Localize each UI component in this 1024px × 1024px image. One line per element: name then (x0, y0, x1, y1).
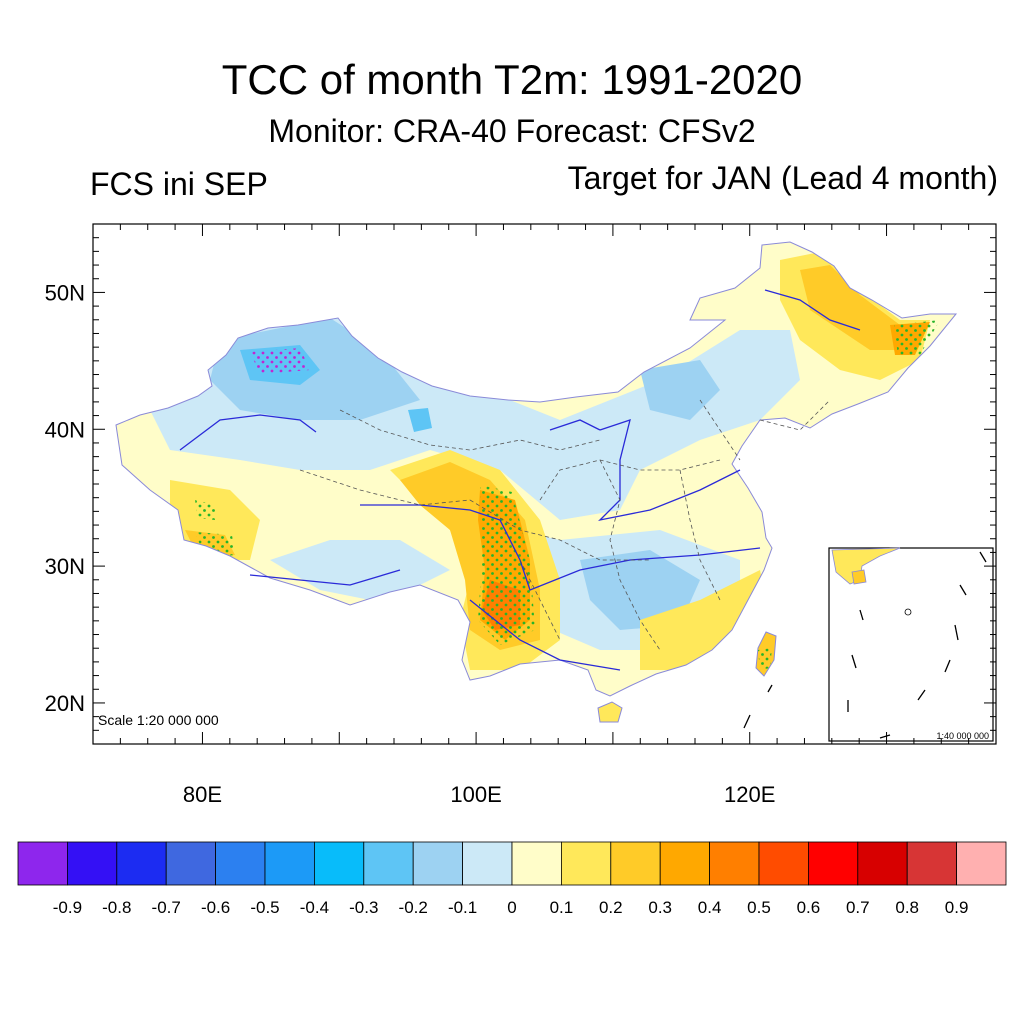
colorbar-label: 0.7 (846, 898, 870, 917)
colorbar-swatch (264, 841, 315, 886)
colorbar-label: -0.5 (250, 898, 279, 917)
target-label: Target for JAN (Lead 4 month) (567, 160, 998, 196)
subtitle: Monitor: CRA-40 Forecast: CFSv2 (268, 113, 756, 149)
colorbar-swatch (215, 841, 266, 886)
colorbar-label: -0.9 (53, 898, 82, 917)
colorbar-swatch (363, 841, 414, 886)
colorbar-swatch (462, 841, 513, 886)
inset-scale-text: 1:40 000 000 (936, 731, 989, 741)
colorbar-swatch (857, 841, 908, 886)
colorbar-label: 0.4 (698, 898, 722, 917)
lat-tick-label: 50N (45, 280, 85, 305)
rivers (179, 289, 861, 671)
colorbar-label: 0.2 (599, 898, 623, 917)
colorbar-swatch (313, 841, 365, 886)
colorbar-label: 0.3 (648, 898, 672, 917)
colorbar-label: 0.8 (895, 898, 919, 917)
colorbar-swatch (17, 841, 68, 886)
colorbar-swatch (906, 841, 958, 886)
latitude-axis: 50N 40N 30N 20N (45, 237, 996, 731)
colorbar-label: 0.5 (747, 898, 771, 917)
map-scale-text: Scale 1:20 000 000 (98, 712, 219, 728)
hainan-island (597, 701, 623, 723)
lon-tick-label: 100E (450, 782, 501, 807)
colorbar-swatch (610, 841, 661, 886)
colorbar-swatch (412, 841, 464, 886)
colorbar-label: -0.8 (102, 898, 131, 917)
colorbar: -0.9 -0.8 -0.7 -0.6 -0.5 -0.4 -0.3 -0.2 -0.1 0 0.1… (17, 841, 1007, 917)
lat-tick-label: 40N (45, 417, 85, 442)
colorbar-label: -0.4 (300, 898, 329, 917)
colorbar-label: -0.6 (201, 898, 230, 917)
colorbar-label: -0.2 (399, 898, 428, 917)
colorbar-label: 0.6 (797, 898, 821, 917)
colorbar-swatch (709, 841, 760, 886)
colorbar-swatch (67, 841, 118, 886)
colorbar-swatch (956, 841, 1007, 886)
lon-tick-label: 80E (183, 782, 222, 807)
colorbar-swatch (165, 841, 216, 886)
country-outline (115, 241, 958, 697)
colorbar-label: -0.3 (349, 898, 378, 917)
forecast-init-label: FCS ini SEP (90, 166, 268, 202)
colorbar-swatch (758, 841, 809, 886)
page-title: TCC of month T2m: 1991-2020 (221, 56, 803, 103)
colorbar-label: -0.1 (448, 898, 477, 917)
colorbar-label: 0.1 (550, 898, 574, 917)
colorbar-label: 0.9 (945, 898, 969, 917)
lat-tick-label: 30N (45, 554, 85, 579)
province-boundaries (299, 399, 831, 651)
colorbar-label: 0 (507, 898, 516, 917)
colorbar-swatch (511, 841, 562, 886)
colorbar-swatch (808, 841, 859, 886)
nine-dash-line (743, 551, 987, 739)
colorbar-swatch (659, 841, 711, 886)
colorbar-swatch (561, 841, 612, 886)
longitude-axis: 80E 100E 120E (119, 224, 970, 807)
colorbar-swatch (116, 841, 167, 886)
lat-tick-label: 20N (45, 691, 85, 716)
colorbar-label: -0.7 (152, 898, 181, 917)
lon-tick-label: 120E (724, 782, 775, 807)
